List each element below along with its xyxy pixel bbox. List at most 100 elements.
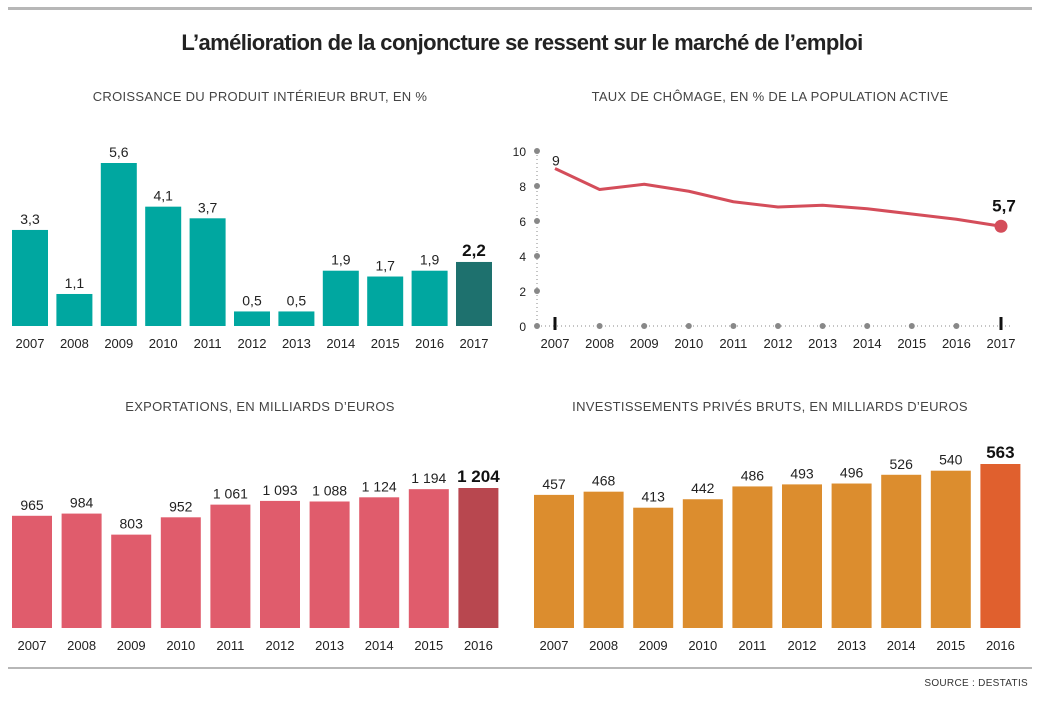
gdp-bar (234, 311, 270, 326)
page-title: L’amélioration de la conjoncture se ress… (181, 30, 863, 55)
exports-bar (260, 500, 300, 628)
exports-x-tick-label: 2013 (315, 638, 344, 653)
exports-bar (458, 488, 499, 628)
unemployment-x-tick-dot (596, 323, 603, 329)
unemployment-x-tick-dot (953, 323, 960, 329)
unemployment-y-tick-label: 4 (519, 250, 526, 264)
gdp-x-tick-label: 2011 (194, 336, 222, 351)
exports-data-label: 1 088 (312, 482, 347, 498)
gdp-bar (411, 270, 448, 326)
exports-data-label: 965 (20, 497, 44, 513)
gdp-data-label: 1,9 (331, 252, 351, 268)
investment-bar (534, 494, 574, 628)
investment-x-tick-label: 2015 (936, 638, 965, 653)
unemployment-y-tick-dot (534, 183, 540, 189)
gdp-data-label: 5,6 (109, 144, 129, 160)
gdp-data-label: 1,9 (420, 252, 440, 268)
investment-data-label: 563 (986, 443, 1014, 462)
investment-chart-title: INVESTISSEMENTS PRIVÉS BRUTS, EN MILLIAR… (572, 399, 968, 414)
unemployment-x-tick-label: 2017 (987, 336, 1016, 351)
unemployment-y-tick-dot (534, 323, 540, 329)
unemployment-series-line (554, 167, 1002, 228)
exports-bar (61, 513, 102, 628)
investment-data-label: 496 (840, 465, 864, 481)
investment-data-label: 540 (939, 452, 963, 468)
gdp-bar (189, 218, 226, 326)
unemployment-x-tick-dot (864, 323, 871, 329)
exports-bar (309, 501, 350, 628)
gdp-data-label: 1,1 (65, 275, 85, 291)
exports-data-label: 1 194 (411, 470, 446, 486)
gdp-x-tick-label: 2007 (16, 336, 45, 351)
investment-data-label: 442 (691, 480, 715, 496)
investment-data-label: 457 (542, 476, 566, 492)
exports-data-label: 984 (70, 495, 94, 511)
unemployment-x-tick-label: 2016 (942, 336, 971, 351)
unemployment-x-tick-label: 2010 (674, 336, 703, 351)
top-rule (8, 7, 1032, 10)
gdp-x-tick-label: 2014 (326, 336, 355, 351)
investment-data-label: 468 (592, 473, 616, 489)
unemployment-x-tick-label: 2014 (853, 336, 882, 351)
gdp-data-label: 1,7 (375, 258, 395, 274)
unemployment-line-chart: 0 2 4 6 8 10 2007 2008 2009 2010 2011 2012 2013 2014 2… (513, 145, 1016, 351)
investment-data-label: 526 (890, 456, 914, 472)
unemployment-end-label: 5,7 (992, 196, 1016, 215)
unemployment-y-tick-label: 6 (519, 215, 526, 229)
unemployment-x-tick-label: 2013 (808, 336, 837, 351)
source-note: SOURCE : DESTATIS (924, 678, 1028, 689)
unemployment-x-tick-dot (908, 323, 915, 329)
exports-data-label: 952 (169, 498, 193, 514)
unemployment-x-tick-label: 2015 (897, 336, 926, 351)
exports-x-tick-label: 2012 (266, 638, 295, 653)
gdp-bar (100, 163, 137, 326)
unemployment-x-tick-label: 2011 (719, 336, 747, 351)
exports-x-tick-label: 2009 (117, 638, 146, 653)
unemployment-x-tick-dot (685, 323, 692, 329)
exports-data-label: 1 093 (262, 482, 297, 498)
investment-bar (881, 474, 922, 628)
unemployment-x-tick-label: 2009 (630, 336, 659, 351)
gdp-x-tick-label: 2017 (460, 336, 489, 351)
investment-x-tick-label: 2008 (589, 638, 618, 653)
exports-x-tick-label: 2008 (67, 638, 96, 653)
unemployment-y-tick-dot (534, 288, 540, 294)
exports-x-tick-label: 2011 (216, 638, 244, 653)
exports-bar (408, 489, 449, 628)
investment-x-tick-label: 2009 (639, 638, 668, 653)
exports-chart-title: EXPORTATIONS, EN MILLIARDS D’EUROS (125, 399, 395, 414)
investment-x-tick-label: 2012 (788, 638, 817, 653)
gdp-bar (322, 270, 359, 326)
gdp-bar (56, 293, 93, 326)
unemployment-x-tick-dot (641, 323, 648, 329)
investment-bar (633, 507, 674, 628)
investment-bar (782, 484, 822, 628)
unemployment-x-tick-dot (730, 323, 737, 329)
unemployment-y-tick-label: 10 (513, 145, 527, 159)
investment-x-tick-label: 2010 (688, 638, 717, 653)
investment-bar-chart: 457 2007 468 2008 413 2009 442 2010 486 2011 493 20… (534, 443, 1021, 653)
investment-bar (583, 491, 624, 628)
exports-x-tick-label: 2016 (464, 638, 493, 653)
gdp-bar-chart: 3,3 2007 1,1 2008 5,6 2009 4,1 2010 3,7 2011 0,5 20… (12, 144, 492, 351)
unemployment-x-tick-mark (553, 317, 557, 330)
unemployment-start-label: 9 (552, 153, 560, 169)
gdp-x-tick-label: 2013 (282, 336, 311, 351)
unemployment-y-tick-label: 2 (519, 285, 526, 299)
investment-x-tick-label: 2007 (540, 638, 569, 653)
investment-bar (682, 499, 723, 628)
investment-x-tick-label: 2013 (837, 638, 866, 653)
unemployment-y-tick-dot (534, 218, 540, 224)
investment-x-tick-label: 2011 (738, 638, 766, 653)
exports-x-tick-label: 2007 (18, 638, 47, 653)
exports-x-tick-label: 2014 (365, 638, 394, 653)
investment-data-label: 493 (790, 465, 814, 481)
exports-bar-chart: 965 2007 984 2008 803 2009 952 2010 1 061 2011 1 0… (12, 467, 500, 653)
unemployment-x-tick-dot (819, 323, 826, 329)
exports-bar (111, 534, 152, 628)
unemployment-x-tick-label: 2008 (585, 336, 614, 351)
unemployment-chart-title: TAUX DE CHÔMAGE, EN % DE LA POPULATION A… (591, 89, 949, 104)
investment-x-tick-label: 2014 (887, 638, 916, 653)
unemployment-y-tick-dot (534, 253, 540, 259)
unemployment-x-tick-mark (999, 317, 1003, 330)
